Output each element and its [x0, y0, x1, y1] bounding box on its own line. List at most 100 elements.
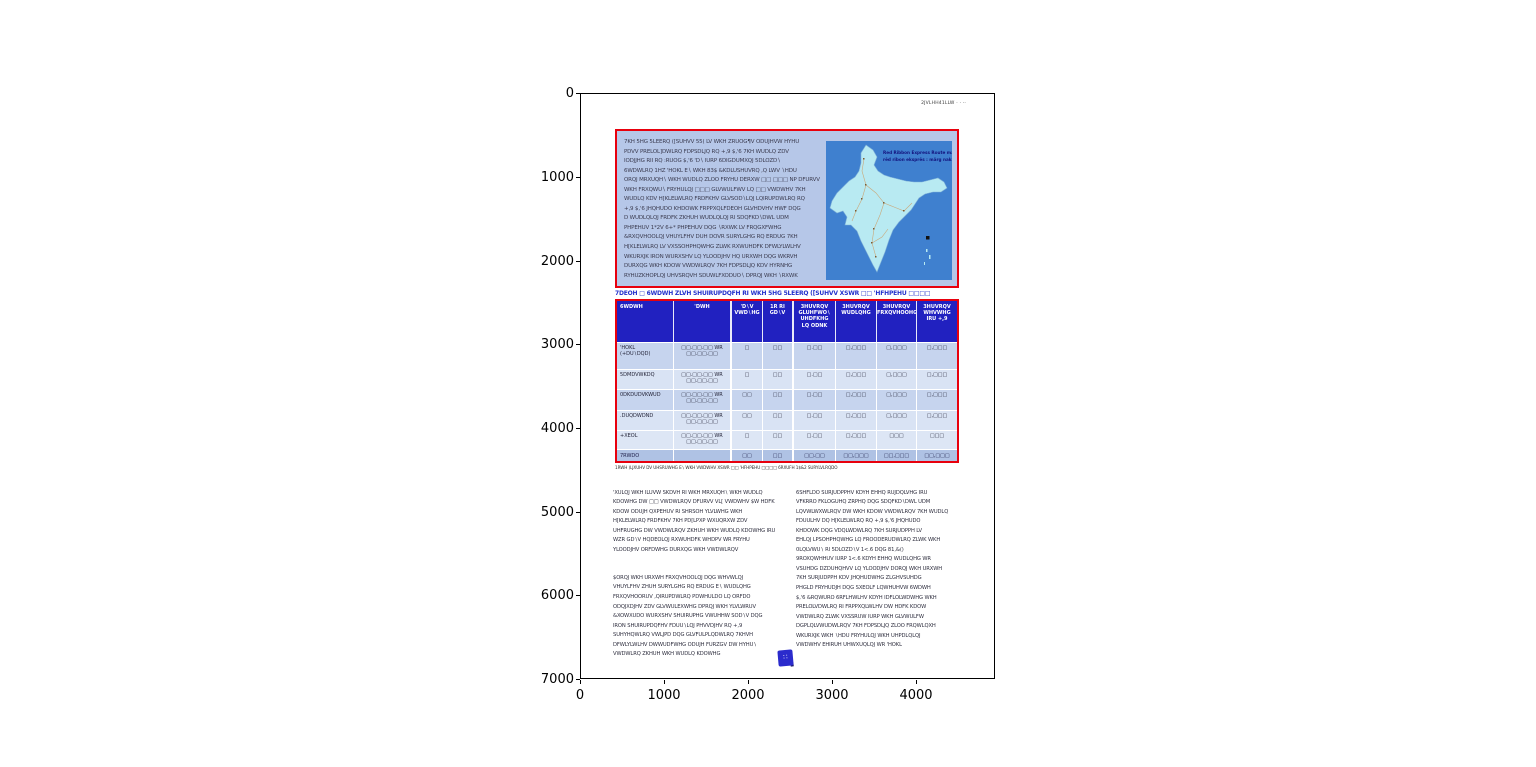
table-row: 'HOKL (+DU∖DQD) □□.□□.□□ WR □□.□□.□□ □ □…: [617, 342, 957, 369]
cell-value: □□: [732, 411, 763, 430]
andaman-islands: [924, 249, 931, 265]
rre-data-table: 6WDWH 'DWH 'D∖V VWD∖HG 1R RI GD∖V 3HUVRQ…: [615, 299, 959, 463]
cell-value: □,□□□: [926, 413, 948, 419]
body-column-right: 6SHFLDO SURJUDPPHV KDYH EHHQ RUJDQLVHG I…: [796, 479, 966, 660]
cell-value: □□: [763, 370, 794, 389]
cell-value: □□: [763, 450, 794, 461]
cell-value: □,□□□: [836, 390, 877, 410]
cell-value: □,□□□: [836, 343, 877, 369]
paragraph: 'XULQJ WKH ILUVW SKDVH RI WKH MRXUQH∖ WK…: [613, 489, 776, 553]
x-tick-label: 1000: [647, 688, 681, 703]
route-line: [851, 158, 867, 222]
cell-value: □.□□: [794, 343, 836, 369]
route-line: [871, 228, 889, 244]
y-tick-mark: [576, 344, 580, 345]
cell-value: □,□□□: [926, 372, 948, 378]
y-tick-label: 6000: [540, 588, 574, 603]
y-tick-mark: [576, 261, 580, 262]
intro-highlight-box: 7KH 5HG 5LEERQ ([SUHVV 55( LV WKH ZRUOG¶…: [615, 129, 959, 288]
cell-state: +XEOL: [617, 431, 674, 449]
x-tick-mark: [580, 680, 581, 684]
cell-value: □,□□□: [836, 370, 877, 389]
cell-value: □: [732, 343, 763, 369]
india-map-image: Red Ribbon Express Route map rēd ribon e…: [826, 141, 957, 280]
col-header-persons-counselled: 3HUVRQV FRXQVHOOHG: [877, 301, 917, 342]
x-tick-label: 0: [575, 688, 585, 703]
x-tick-label: 2000: [731, 688, 765, 703]
y-tick-label: 4000: [540, 421, 574, 436]
x-tick-mark: [916, 680, 917, 684]
y-tick-mark: [576, 512, 580, 513]
map-legend-marker: [926, 236, 930, 240]
route-line: [883, 202, 913, 212]
table-row: 0DKDUDVKWUD □□.□□.□□ WR □□.□□.□□ □□ □□ □…: [617, 389, 957, 410]
col-header-persons-reached: 3HUVRQV GLUHFWO∖ UHDFKHG LQ ODNK: [794, 301, 836, 342]
cell-value: □,□□□: [877, 390, 917, 410]
y-tick-label: 5000: [540, 505, 574, 520]
y-tick-label: 7000: [540, 672, 574, 687]
route-stations: [855, 158, 905, 258]
cell-date: □□.□□.□□ WR □□.□□.□□: [674, 370, 732, 389]
cell-value: □□: [763, 411, 794, 430]
page-header-text: 2JVLHH41LLW · · ··: [921, 101, 966, 106]
cell-value: □□: [763, 343, 794, 369]
intro-paragraph: 7KH 5HG 5LEERQ ([SUHVV 55( LV WKH ZRUOG¶…: [624, 139, 820, 279]
table-row: .DUQDWDND □□.□□.□□ WR □□.□□.□□ □□ □□ □.□…: [617, 410, 957, 430]
cell-value: □,□□□: [836, 431, 877, 449]
x-tick-mark: [664, 680, 665, 684]
cell-state: 'HOKL (+DU∖DQD): [617, 343, 674, 369]
cell-date: [674, 450, 732, 461]
y-tick-mark: [576, 93, 580, 94]
y-tick-mark: [576, 428, 580, 429]
table-caption: 7DEOH □ 6WDWH ZLVH SHUIRUPDQFH RI WKH 5H…: [615, 290, 931, 297]
body-column-left: 'XULQJ WKH ILUVW SKDVH RI WKH MRXUQH∖ WK…: [613, 479, 793, 669]
cell-value: □,□□□: [877, 370, 917, 389]
cell-value: □,□□□: [926, 392, 948, 398]
page-number-stamp: ∷: [777, 649, 794, 667]
cell-value: □□: [763, 390, 794, 410]
cell-state: 0DKDUDVKWUD: [617, 390, 674, 410]
cell-value: □,□□□: [877, 411, 917, 430]
cell-state: .DUQDWDND: [617, 411, 674, 430]
cell-value: □□,□□□: [924, 452, 950, 459]
cell-total-label: 7RWDO: [617, 450, 674, 461]
cell-date: □□.□□.□□ WR □□.□□.□□: [674, 411, 732, 430]
cell-value: □□: [732, 450, 763, 461]
plot-area: 2JVLHH41LLW · · ·· 7KH 5HG 5LEERQ ([SUHV…: [580, 93, 995, 679]
cell-value: □□: [763, 431, 794, 449]
cell-value: □□□: [929, 433, 945, 439]
y-tick-label: 0: [565, 86, 574, 101]
y-tick-mark: [576, 177, 580, 178]
cell-date: □□.□□.□□ WR □□.□□.□□: [674, 390, 732, 410]
table-row: 5DMDVWKDQ □□.□□.□□ WR □□.□□.□□ □ □□ □.□□…: [617, 369, 957, 389]
cell-value: □,□□□: [926, 345, 948, 351]
paragraph: $ORQJ WKH URXWH FRXQVHOOLQJ DQG WHVWLQJ …: [613, 574, 763, 658]
table-total-row: 7RWDO □□ □□ □□.□□ □□,□□□ □□,□□□ □□,□□□: [617, 449, 957, 461]
cell-value: □.□□: [794, 411, 836, 430]
cell-value: □.□□: [794, 370, 836, 389]
cell-value: □,□□□: [877, 343, 917, 369]
table-header-row: 6WDWH 'DWH 'D∖V VWD∖HG 1R RI GD∖V 3HUVRQ…: [617, 301, 957, 342]
col-header-persons-tested: 3HUVRQV WHVWHG IRU +,9: [923, 304, 951, 323]
y-tick-label: 2000: [540, 254, 574, 269]
col-header-persons-trained: 3HUVRQV WUDLQHG: [836, 301, 877, 342]
cell-value: □□: [732, 390, 763, 410]
col-header-days-stayed: 'D∖V VWD∖HG: [732, 301, 763, 342]
cell-date: □□.□□.□□ WR □□.□□.□□: [674, 431, 732, 449]
x-tick-mark: [832, 680, 833, 684]
india-route-map: Red Ribbon Express Route map rēd ribon e…: [826, 141, 957, 280]
cell-value: □□,□□□: [877, 450, 917, 461]
y-tick-mark: [576, 679, 580, 680]
document-page: 2JVLHH41LLW · · ·· 7KH 5HG 5LEERQ ([SUHV…: [581, 94, 994, 678]
paragraph: 6SHFLDO SURJUDPPHV KDYH EHHQ RUJDQLVHG I…: [796, 489, 949, 649]
x-tick-label: 3000: [815, 688, 849, 703]
cell-value: □□.□□: [794, 450, 836, 461]
table-footnote: 1RWH )LJXUHV DV UHSRUWHG E∖ WKH VWDWHV X…: [615, 465, 838, 470]
col-header-date: 'DWH: [674, 301, 732, 342]
cell-value: □: [732, 431, 763, 449]
x-tick-label: 4000: [899, 688, 933, 703]
y-tick-label: 3000: [540, 337, 574, 352]
cell-value: □□,□□□: [836, 450, 877, 461]
y-tick-mark: [576, 595, 580, 596]
